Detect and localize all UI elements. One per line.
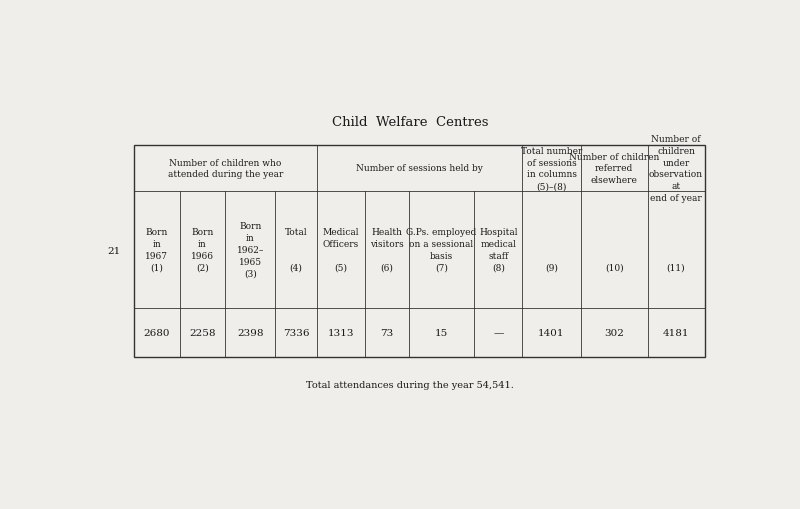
Text: 2258: 2258 bbox=[189, 328, 216, 337]
Text: Total number
of sessions
in columns
(5)–(8): Total number of sessions in columns (5)–… bbox=[521, 147, 582, 191]
Text: 1401: 1401 bbox=[538, 328, 565, 337]
Text: 7336: 7336 bbox=[283, 328, 310, 337]
Text: (11): (11) bbox=[666, 228, 686, 272]
Text: 73: 73 bbox=[380, 328, 394, 337]
Text: 2680: 2680 bbox=[144, 328, 170, 337]
Text: 302: 302 bbox=[604, 328, 624, 337]
Text: 2398: 2398 bbox=[237, 328, 263, 337]
Text: Born
in
1966
(2): Born in 1966 (2) bbox=[191, 228, 214, 272]
Text: Born
in
1967
(1): Born in 1967 (1) bbox=[146, 228, 168, 272]
Text: 21: 21 bbox=[107, 247, 120, 256]
Text: Medical
Officers

(5): Medical Officers (5) bbox=[322, 228, 359, 272]
Text: Total attendances during the year 54,541.: Total attendances during the year 54,541… bbox=[306, 380, 514, 389]
Text: 15: 15 bbox=[434, 328, 448, 337]
Text: Child  Welfare  Centres: Child Welfare Centres bbox=[332, 116, 488, 128]
Text: Health
visitors

(6): Health visitors (6) bbox=[370, 228, 404, 272]
Text: Number of
children
under
observation
at
end of year: Number of children under observation at … bbox=[649, 135, 703, 203]
Text: G.Ps. employed
on a sessional
basis
(7): G.Ps. employed on a sessional basis (7) bbox=[406, 228, 477, 272]
Text: Number of sessions held by: Number of sessions held by bbox=[356, 164, 483, 173]
Text: (9): (9) bbox=[545, 228, 558, 272]
Text: Total


(4): Total (4) bbox=[285, 228, 307, 272]
Text: Hospital
medical
staff
(8): Hospital medical staff (8) bbox=[479, 228, 518, 272]
Text: 4181: 4181 bbox=[662, 328, 690, 337]
Text: Born
in
1962–
1965
(3): Born in 1962– 1965 (3) bbox=[237, 222, 264, 278]
Text: —: — bbox=[493, 328, 503, 337]
Text: Number of children who
attended during the year: Number of children who attended during t… bbox=[168, 158, 283, 179]
Text: (10): (10) bbox=[605, 228, 623, 272]
Text: 1313: 1313 bbox=[328, 328, 354, 337]
Text: Number of children
referred
elsewhere: Number of children referred elsewhere bbox=[569, 152, 659, 185]
